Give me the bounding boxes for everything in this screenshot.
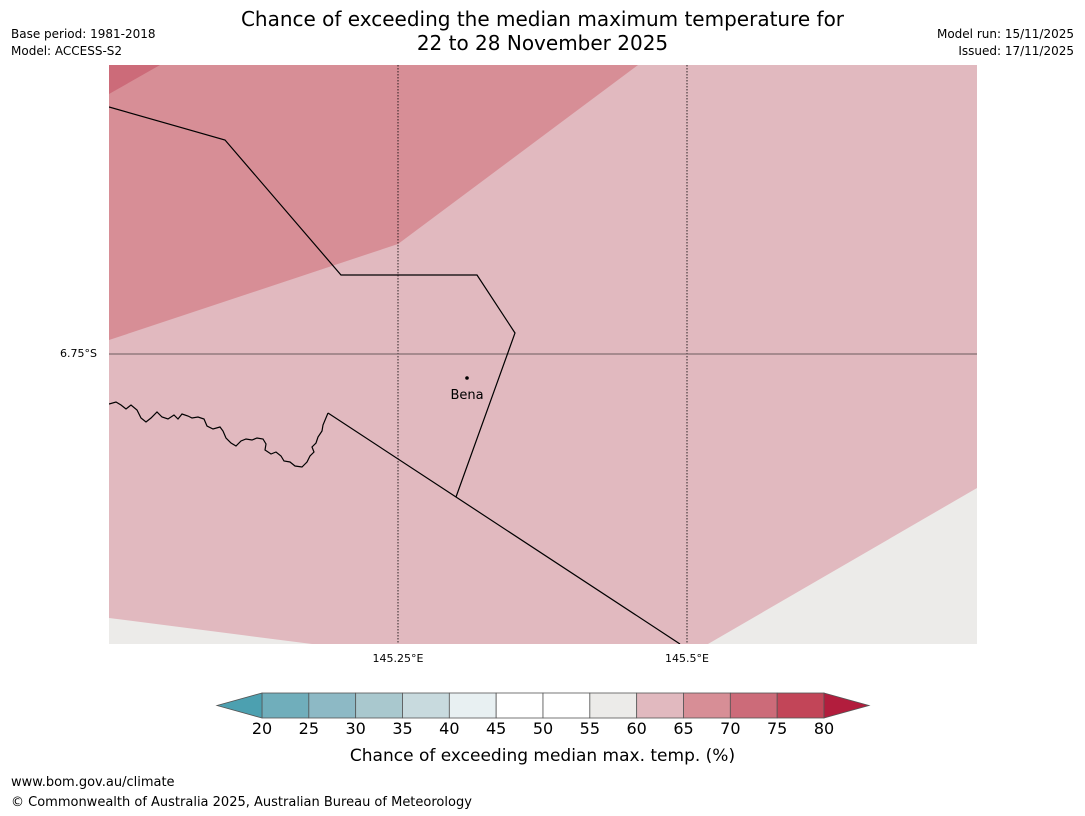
model-run-text: Model run: 15/11/2025 — [936, 27, 1074, 41]
colorbar-tick-65: 65 — [673, 719, 694, 738]
map-title: Chance of exceeding the median maximum t… — [240, 7, 845, 31]
colorbar-tick-40: 40 — [439, 719, 460, 738]
colorbar-tick-55: 55 — [579, 719, 600, 738]
colorbar-under-arrow — [215, 692, 263, 719]
colorbar-tick-75: 75 — [766, 719, 788, 738]
colorbar-segment-70-75 — [729, 692, 778, 719]
map-subtitle-dates: 22 to 28 November 2025 — [416, 31, 669, 55]
footer-copyright: © Commonwealth of Australia 2025, Austra… — [11, 795, 472, 810]
footer-url: www.bom.gov.au/climate — [11, 775, 175, 790]
colorbar-segment-75-80 — [776, 692, 825, 719]
model-text: Model: ACCESS-S2 — [11, 44, 123, 58]
bena-marker — [465, 376, 469, 380]
colorbar-tick-70: 70 — [720, 719, 741, 738]
colorbar-segment-30-35 — [355, 692, 403, 719]
colorbar-label: Chance of exceeding median max. temp. (%… — [349, 746, 736, 766]
region-65-70 — [109, 65, 638, 340]
colorbar-tick-45: 45 — [485, 719, 507, 738]
colorbar-segment-25-30 — [308, 692, 357, 719]
colorbar-segment-55-60 — [589, 692, 638, 719]
colorbar-segment-50-55 — [542, 692, 591, 719]
colorbar-segment-65-70 — [683, 692, 731, 719]
issued-text: Issued: 17/11/2025 — [958, 44, 1074, 58]
colorbar-tick-30: 30 — [345, 719, 366, 738]
colorbar-tick-60: 60 — [626, 719, 647, 738]
colorbar-over-arrow — [823, 692, 871, 719]
colorbar-tick-20: 20 — [251, 719, 273, 738]
region-70-75 — [109, 65, 160, 94]
colorbar-tick-35: 35 — [392, 719, 413, 738]
base-period-text: Base period: 1981-2018 — [11, 27, 156, 41]
colorbar-tick-25: 25 — [298, 719, 319, 738]
colorbar-segment-40-45 — [448, 692, 497, 719]
river-line — [109, 401, 329, 468]
place-label-bena: Bena — [450, 388, 484, 403]
province-border-south — [327, 412, 681, 644]
colorbar-tick-50: 50 — [532, 719, 554, 738]
lon-label-145-25: 145.25°E — [372, 652, 424, 665]
colorbar-segment-45-50 — [495, 692, 544, 719]
lon-label-145-5: 145.5°E — [665, 652, 709, 665]
lat-label: 6.75°S — [60, 347, 97, 360]
colorbar-segment-60-65 — [636, 692, 684, 719]
colorbar-tick-80: 80 — [813, 719, 835, 738]
province-border — [109, 106, 516, 498]
colorbar-segment-20-25 — [261, 692, 310, 719]
colorbar-segment-35-40 — [402, 692, 450, 719]
